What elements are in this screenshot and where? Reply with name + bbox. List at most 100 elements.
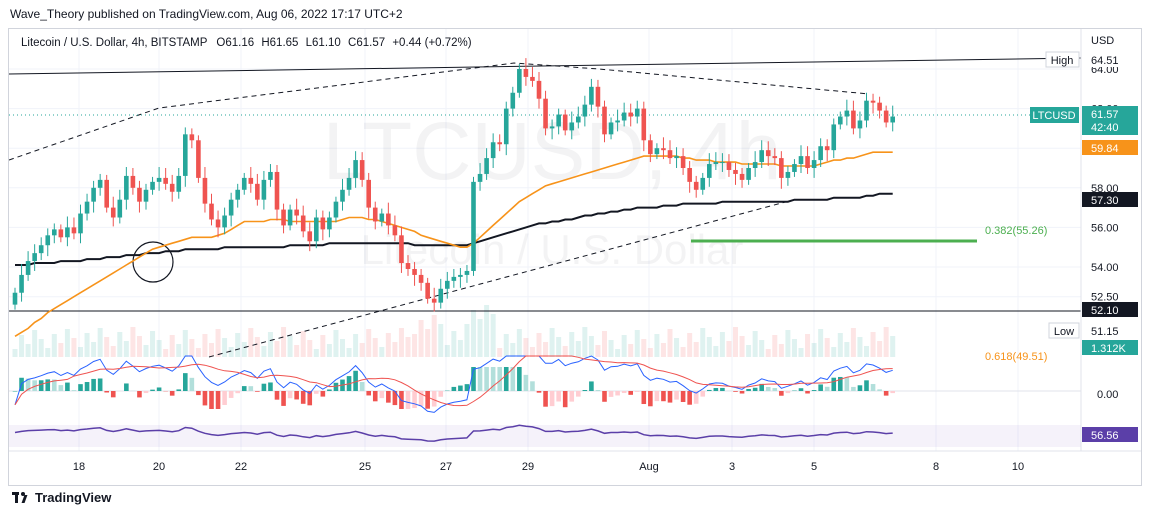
candle-body [405,263,411,269]
volume-bar [32,330,38,357]
ohlc-close: C61.57 [348,37,385,49]
macd-histogram-bar [150,389,155,391]
volume-bar [700,328,706,357]
time-tick-label: 18 [73,461,85,473]
volume-bar [110,346,116,357]
candle-body [523,69,529,77]
candle-body [320,217,326,230]
grid [9,29,1081,451]
candle-body [78,213,83,234]
footer-brand[interactable]: TradingView [12,490,111,505]
volume-bar [392,342,398,357]
volume-bar [25,344,31,357]
candle-body [235,189,240,200]
macd-histogram-bar [595,390,601,391]
svg-text:56.56: 56.56 [1091,430,1119,442]
volume-bar [372,338,378,357]
candle-body [765,150,771,157]
volume-bar [765,349,771,357]
candle-body [733,169,738,174]
volume-bar [503,334,509,357]
macd-histogram-bar [648,391,653,407]
macd-histogram-bar [418,391,424,407]
candle-body [52,229,57,236]
ema200-tag: 57.30 [1082,192,1138,207]
macd-histogram-bar [700,391,706,397]
candle-body [543,98,548,129]
candle-body [779,158,784,178]
macd-histogram-bar [517,367,522,391]
volume-bar [189,339,195,357]
macd-histogram-bar [183,373,188,391]
volume-bar [182,330,188,357]
macd-histogram-bar [314,391,319,394]
chart-svg[interactable]: LTCUSD, 4h Litecoin / U.S. Dollar 64.006… [8,29,1141,485]
svg-text:High: High [1051,55,1074,67]
candle-body [274,171,280,210]
volume-bar [281,327,287,357]
macd-histogram-bar [634,391,640,392]
svg-text:64.51: 64.51 [1091,55,1119,67]
volume-bar [798,348,804,357]
macd-histogram-bar [52,379,57,391]
candle-body [32,253,37,262]
macd-histogram-bar [870,384,876,391]
candle-body [333,201,339,218]
candle-body [12,292,18,305]
volume-bar [431,315,437,357]
macd-histogram-bar [471,367,476,391]
candle-body [268,171,273,180]
candle-body [582,104,588,117]
time-axis[interactable]: 18 20 22 25 27 29 Aug 3 5 8 10 [73,461,1024,473]
macd-histogram-bar [202,391,208,406]
time-tick-label: Aug [639,461,659,473]
hline-tag: 52.10 [1082,302,1138,317]
volume-bar [536,333,542,357]
volume-bar [719,332,725,357]
candle-body [634,108,640,117]
candle-body [687,168,692,182]
candle-body [831,124,837,151]
macd-histogram-bar [228,391,234,398]
volume-bar [805,334,811,357]
candle-body [811,160,817,168]
symbol-name: Litecoin / U.S. Dollar, 4h, BITSTAMP [21,37,208,49]
macd-histogram-bar [281,391,286,406]
volume-bar [359,343,365,357]
volume-bars [12,305,896,357]
volume-bar [117,332,123,357]
volume-bar [831,347,837,357]
time-tick-label: 22 [235,461,247,473]
candle-body [726,162,732,170]
time-tick-label: 20 [153,461,165,473]
volume-bar [582,327,588,357]
macd-histogram-bar [405,391,411,409]
time-tick-label: 29 [522,461,534,473]
macd-histogram-bar [386,391,391,403]
volume-bar [615,349,621,357]
candle-body [110,207,116,218]
svg-text:Low: Low [1054,326,1074,338]
candle-body [497,142,502,145]
macd-histogram-bar [556,391,561,402]
candle-body [595,86,601,107]
macd-histogram-bar [687,391,692,405]
candle-body [65,227,70,238]
chart-frame: LTCUSD, 4h Litecoin / U.S. Dollar 64.006… [8,28,1142,486]
candle-body [707,164,712,178]
macd-histogram-bar [458,385,463,391]
candle-body [576,116,581,123]
candle-body [798,156,804,165]
volume-bar [169,335,175,357]
last-price-tag: LTCUSD 61.57 42:40 [1030,106,1138,135]
candle-body [25,261,31,275]
candle-body [327,217,332,230]
candle-body [431,298,437,303]
macd-histogram-bar [490,367,496,391]
volume-bar [71,338,77,357]
candle-body [150,181,155,190]
candle-body [713,162,719,165]
macd-histogram-bar [359,381,365,391]
macd-histogram-bar [739,391,745,394]
